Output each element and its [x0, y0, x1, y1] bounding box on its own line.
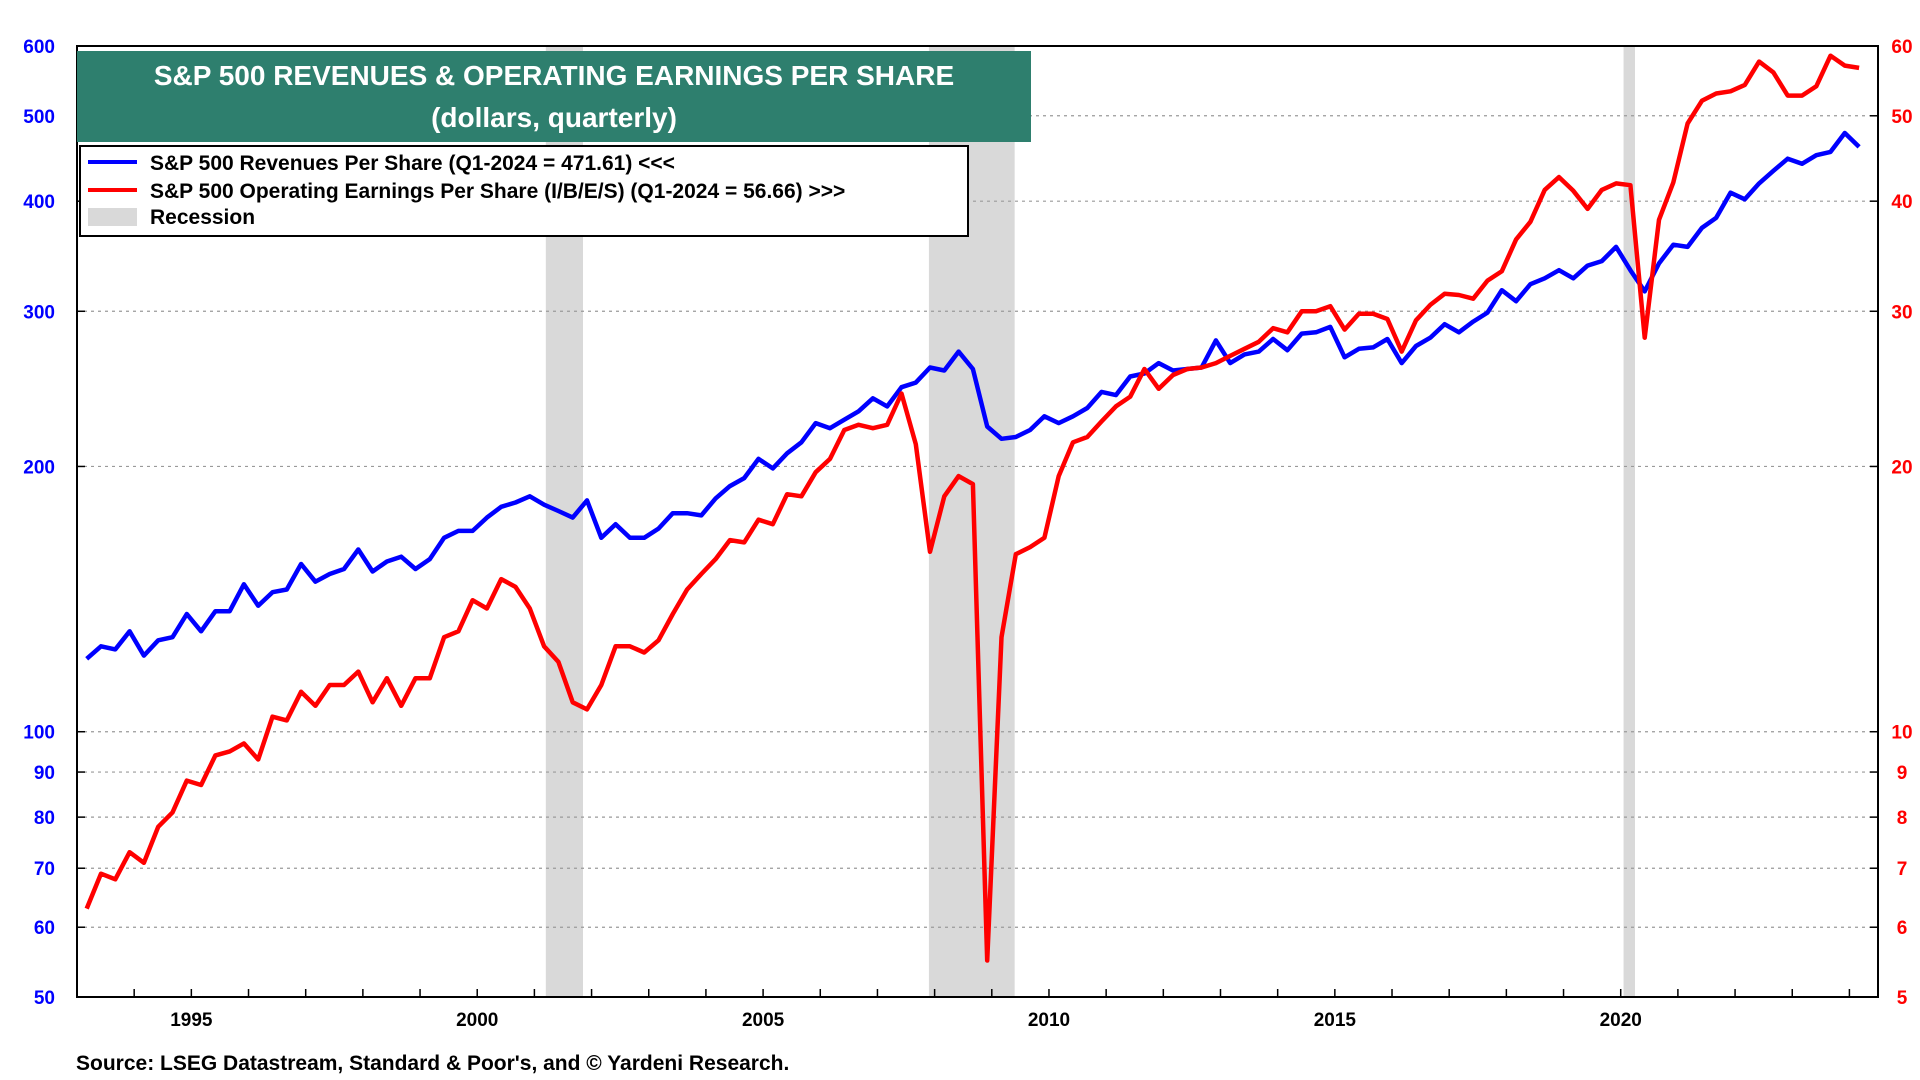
- x-tick-label: 2010: [1028, 1010, 1070, 1031]
- y-left-tick-label: 500: [23, 107, 55, 128]
- y-right-tick-label: 5: [1897, 988, 1908, 1009]
- y-right-tick-label: 30: [1891, 302, 1912, 323]
- y-left-tick-label: 90: [34, 763, 55, 784]
- y-right-tick-label: 20: [1891, 457, 1912, 478]
- plot-frame: [76, 45, 1879, 998]
- y-right-tick-label: 8: [1897, 808, 1908, 829]
- earnings-per-share-line: [84, 53, 1860, 963]
- x-tick-label: 2015: [1314, 1010, 1357, 1031]
- y-left-tick-label: 600: [23, 37, 55, 58]
- y-right-tick-label: 9: [1897, 763, 1908, 784]
- recession-band-3: [1623, 46, 1636, 997]
- y-right-tick-label: 50: [1891, 107, 1912, 128]
- y-right-tick-label: 60: [1891, 37, 1912, 58]
- legend-box: [79, 145, 969, 237]
- y-left-tick-label: 100: [23, 723, 55, 744]
- chart-title: S&P 500 REVENUES & OPERATING EARNINGS PE…: [154, 60, 954, 91]
- revenues-per-share-line: [85, 130, 1861, 661]
- series-lines: [84, 53, 1861, 963]
- y-left-tick-label: 70: [34, 859, 55, 880]
- x-tick-label: 2000: [456, 1010, 498, 1031]
- title-box: S&P 500 REVENUES & OPERATING EARNINGS PE…: [77, 51, 1031, 142]
- y-left-tick-label: 50: [34, 988, 55, 1009]
- title-background: [77, 51, 1031, 142]
- y-left-tick-label: 400: [23, 192, 55, 213]
- legend: S&P 500 Revenues Per Share (Q1-2024 = 47…: [79, 145, 969, 237]
- y-right-tick-label: 7: [1897, 859, 1908, 880]
- y-right-tick-label: 6: [1897, 918, 1908, 939]
- x-tick-label: 2005: [742, 1010, 785, 1031]
- y-left-tick-label: 200: [23, 457, 55, 478]
- legend-recession-label: Recession: [150, 206, 255, 229]
- axes: 50 60 70 80 90 100 200 300 400 500 600 5 6 7 8 9 10 20 30 4…: [23, 37, 1912, 1031]
- y-left-tick-label: 60: [34, 918, 55, 939]
- y-right-tick-label: 40: [1891, 192, 1912, 213]
- y-right-tick-label: 10: [1891, 723, 1912, 744]
- legend-recession-swatch: [88, 208, 137, 226]
- legend-revenue-label: S&P 500 Revenues Per Share (Q1-2024 = 47…: [150, 152, 675, 175]
- x-tick-label: 1995: [170, 1010, 213, 1031]
- chart-subtitle: (dollars, quarterly): [431, 102, 677, 133]
- x-tick-label: 2020: [1600, 1010, 1642, 1031]
- legend-earnings-label: S&P 500 Operating Earnings Per Share (I/…: [150, 180, 845, 203]
- y-left-tick-label: 300: [23, 302, 55, 323]
- source-note: Source: LSEG Datastream, Standard & Poor…: [76, 1052, 789, 1075]
- y-left-tick-label: 80: [34, 808, 55, 829]
- gridlines: [77, 115, 1878, 928]
